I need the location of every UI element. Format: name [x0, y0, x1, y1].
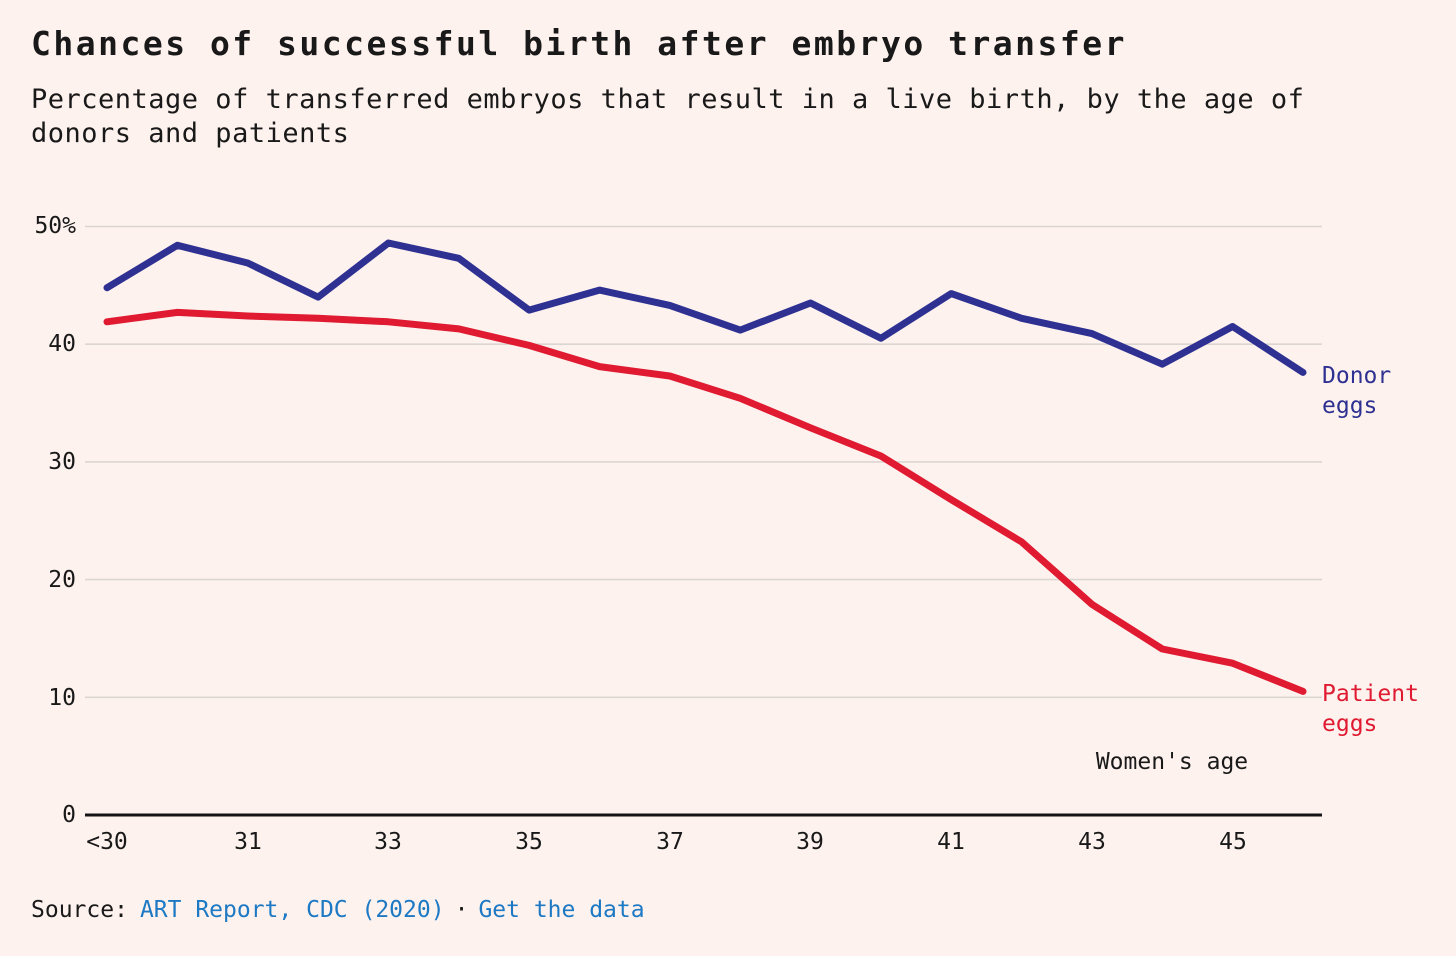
x-axis-tick-label: 37	[656, 829, 684, 855]
chart-subtitle: Percentage of transferred embryos that r…	[31, 84, 1305, 149]
source-row: Source: ART Report, CDC (2020) · Get the da…	[31, 897, 645, 923]
x-axis-tick-label: 43	[1078, 829, 1106, 855]
x-axis-tick-label: 39	[796, 829, 824, 855]
y-axis-tick-label: 10	[48, 685, 76, 711]
y-axis-tick-label: 50%	[34, 213, 76, 239]
x-axis-title: Women's age	[1095, 749, 1249, 775]
x-axis-tick-label: 31	[234, 829, 262, 855]
x-axis-tick-label: <30	[86, 829, 128, 855]
source-label: Source:	[31, 897, 128, 923]
donor-eggs-line	[103, 239, 1307, 376]
x-axis-tick-label: 33	[374, 829, 402, 855]
source-link[interactable]: ART Report, CDC (2020)	[139, 897, 445, 923]
patient-eggs-line	[103, 308, 1307, 695]
source-separator: ·	[454, 897, 469, 923]
chart-title: Chances of successful birth after embryo…	[31, 24, 1128, 63]
y-axis-tick-label: 20	[48, 567, 76, 593]
series-label-donor-eggs: Donor eggs	[1322, 363, 1392, 419]
x-axis-tick-label: 41	[937, 829, 965, 855]
y-axis-tick-label: 30	[48, 449, 76, 475]
y-axis-tick-label: 40	[48, 331, 76, 357]
x-axis-tick-label: 45	[1219, 829, 1247, 855]
series-label-patient-eggs: Patient eggs	[1322, 681, 1419, 737]
y-axis-tick-label: 0	[62, 802, 76, 828]
x-axis-tick-label: 35	[515, 829, 543, 855]
get-data-link[interactable]: Get the data	[478, 897, 645, 923]
